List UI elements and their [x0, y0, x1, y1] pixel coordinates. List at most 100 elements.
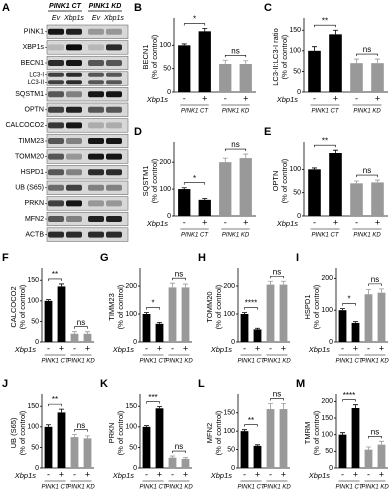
- blot-band: [48, 106, 64, 113]
- x-tick-label: +: [202, 217, 207, 227]
- sig-label: **: [322, 136, 328, 145]
- y-tick-label: 200: [321, 275, 333, 282]
- y-axis-label: (% of control): [280, 34, 289, 79]
- y-tick-label: 0: [35, 465, 39, 472]
- x-tick-label: -: [341, 469, 344, 479]
- y-tick-label: 50: [31, 318, 39, 325]
- blot-band: [48, 122, 64, 129]
- blot-band: [88, 184, 104, 191]
- bar: [57, 286, 66, 342]
- y-tick-label: 100: [159, 42, 171, 49]
- error-bar: [144, 425, 149, 427]
- bar: [239, 64, 252, 92]
- y-axis-label: CALCOCO2: [9, 286, 18, 327]
- error-bar: [379, 440, 384, 445]
- blot-band: [48, 200, 64, 207]
- y-tick-label: 150: [223, 410, 235, 417]
- group-label: PINK1 CT: [139, 359, 167, 365]
- lane-label: Ev: [92, 15, 101, 22]
- bar: [351, 408, 360, 468]
- x-tick-label: -: [243, 469, 246, 479]
- y-tick-label: 100: [125, 311, 137, 318]
- protein-label: HSPD1: [21, 169, 44, 176]
- protein-label: TIMM23: [18, 138, 44, 145]
- y-tick-label: 50: [163, 66, 171, 73]
- x-tick-label: +: [379, 469, 384, 479]
- y-tick-label: 150: [289, 27, 301, 34]
- blot-band: [88, 91, 104, 98]
- bar: [83, 438, 92, 468]
- x-tick-label: +: [281, 469, 286, 479]
- bar: [253, 445, 262, 468]
- sig-label: **: [322, 16, 328, 25]
- x-axis-label: Xbp1s: [146, 219, 169, 228]
- protein-label: LC3-II: [28, 80, 45, 86]
- y-axis-label: PRKN: [107, 423, 116, 444]
- bar: [266, 409, 275, 468]
- x-tick-label: +: [333, 217, 338, 227]
- error-bar: [353, 404, 358, 408]
- panel-letter: L: [198, 378, 205, 390]
- bar: [198, 31, 211, 92]
- blot-band: [88, 122, 104, 129]
- blot-band: [106, 44, 122, 51]
- error-bar: [268, 280, 273, 285]
- sig-label: ns: [371, 427, 379, 436]
- y-tick-label: 0: [133, 465, 137, 472]
- sig-bracket: [74, 326, 88, 329]
- blot-band: [66, 44, 82, 51]
- blot-band: [88, 138, 104, 144]
- bar: [371, 63, 384, 92]
- error-bar: [243, 153, 249, 159]
- x-tick-label: -: [341, 343, 344, 353]
- x-tick-label: -: [243, 343, 246, 353]
- x-tick-label: -: [367, 469, 370, 479]
- bar: [83, 333, 92, 342]
- x-axis-label: Xbp1s: [210, 345, 233, 354]
- blot-band: [106, 106, 122, 113]
- error-bar: [281, 403, 286, 410]
- bar: [155, 323, 164, 342]
- blot-band: [66, 200, 82, 207]
- lane-label: Ev: [52, 15, 61, 22]
- x-tick-label: -: [73, 343, 76, 353]
- x-tick-label: +: [353, 469, 358, 479]
- blot-band: [106, 72, 122, 77]
- error-bar: [375, 179, 380, 183]
- bar: [44, 300, 53, 342]
- x-tick-label: -: [73, 469, 76, 479]
- error-bar: [243, 60, 249, 64]
- sig-bracket: [224, 54, 247, 58]
- x-tick-label: +: [281, 343, 286, 353]
- error-bar: [46, 299, 51, 301]
- bar: [253, 329, 262, 342]
- group-label: PINK1 KD: [361, 485, 389, 491]
- error-bar: [202, 198, 208, 200]
- x-tick-label: -: [47, 469, 50, 479]
- bar: [70, 437, 79, 468]
- sig-label: ns: [175, 442, 183, 451]
- lane-label: Xbp1s: [63, 15, 84, 22]
- blot-band: [88, 216, 104, 222]
- y-tick-label: 50: [293, 190, 301, 197]
- error-bar: [85, 331, 90, 334]
- error-bar: [268, 403, 273, 410]
- error-bar: [222, 157, 228, 163]
- bar: [308, 169, 321, 216]
- sig-bracket: [183, 182, 206, 185]
- x-axis-label: Xbp1s: [308, 345, 331, 354]
- error-bar: [183, 457, 188, 459]
- blot-band: [66, 106, 82, 113]
- blot-band: [88, 231, 104, 238]
- x-tick-label: -: [145, 343, 148, 353]
- sig-label: ns: [371, 275, 379, 284]
- bar: [239, 158, 252, 216]
- x-tick-label: -: [355, 93, 358, 103]
- blot-band: [88, 80, 104, 85]
- error-bar: [255, 327, 260, 330]
- y-tick-label: 200: [223, 283, 235, 290]
- panel-letter: J: [2, 378, 8, 390]
- sig-bracket: [270, 398, 284, 401]
- bar: [70, 333, 79, 342]
- bar: [142, 314, 151, 342]
